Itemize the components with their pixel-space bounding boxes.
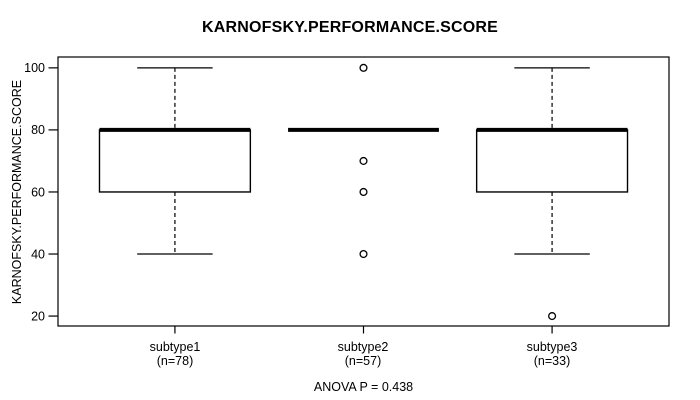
group-label: subtype2	[337, 340, 389, 354]
y-axis-tick-label: 100	[24, 61, 45, 75]
group-sublabel: (n=33)	[533, 354, 571, 368]
group-sublabel: (n=57)	[344, 354, 382, 368]
x-axis-label-subtype2: subtype2 (n=57)	[293, 340, 433, 368]
outlier-point	[359, 187, 368, 197]
group-sublabel: (n=78)	[156, 354, 194, 368]
outlier-point	[359, 249, 368, 259]
outlier-point	[359, 63, 368, 72]
outlier-point	[359, 156, 368, 165]
anova-annotation: ANOVA P = 0.438	[313, 380, 414, 394]
x-axis-label-subtype1: subtype1 (n=78)	[105, 340, 245, 368]
y-axis-tick-label: 60	[31, 185, 45, 199]
group-label: subtype3	[526, 340, 578, 354]
group-label: subtype1	[149, 340, 201, 354]
y-axis-tick-label: 20	[31, 309, 45, 323]
outlier-point	[548, 312, 557, 321]
iqr-box	[475, 129, 629, 193]
chart-title: KARNOFSKY.PERFORMANCE.SCORE	[201, 19, 499, 36]
iqr-box	[98, 129, 252, 193]
y-axis-tick-label: 40	[31, 247, 45, 261]
y-axis-tick-label: 80	[31, 123, 45, 137]
x-axis-label-subtype3: subtype3 (n=33)	[482, 340, 622, 368]
